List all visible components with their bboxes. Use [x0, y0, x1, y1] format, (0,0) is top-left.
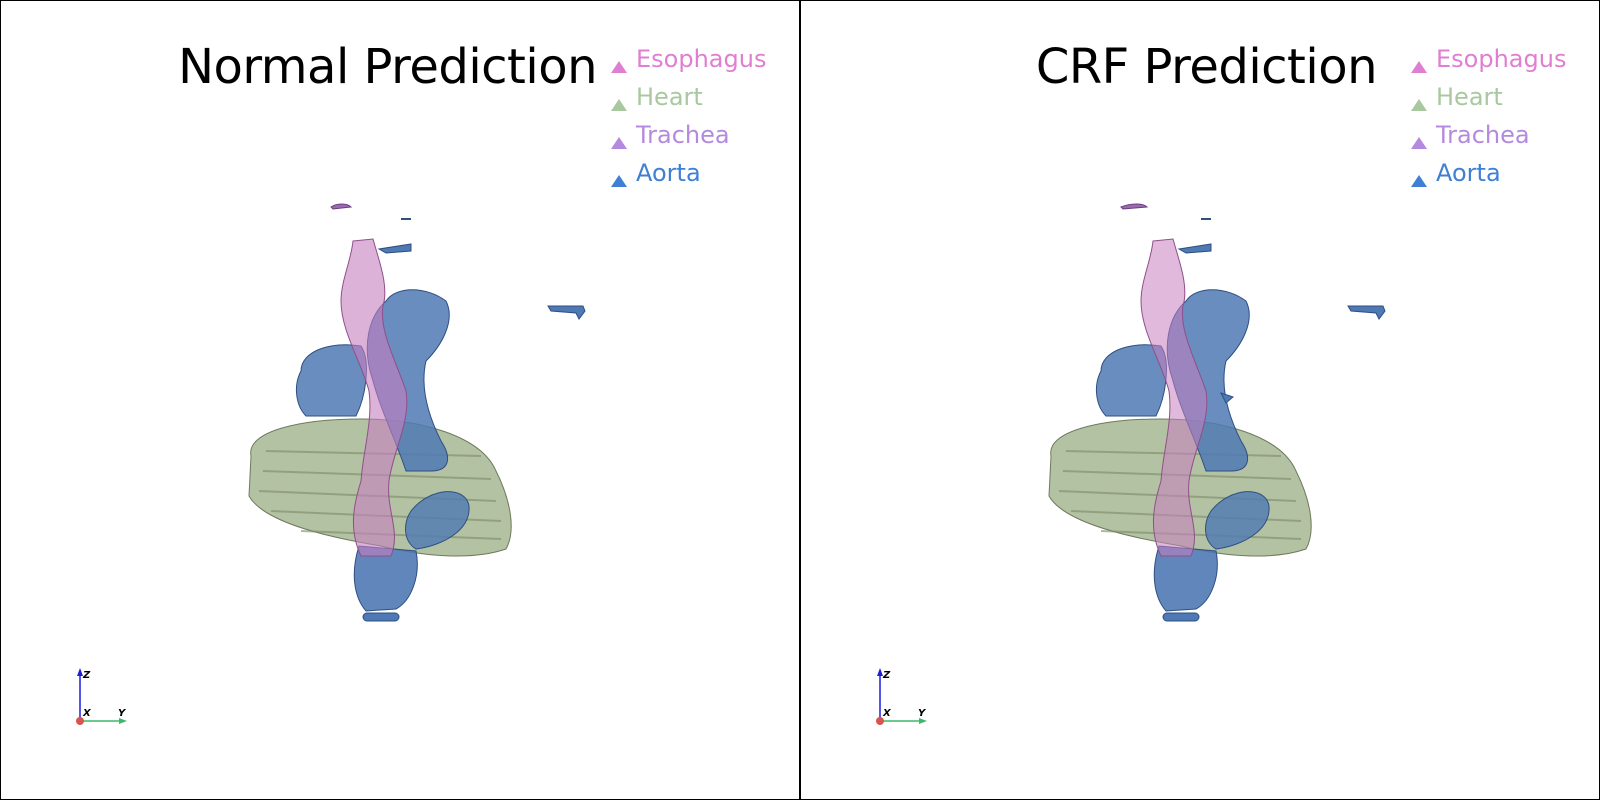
panel-divider	[799, 0, 801, 800]
viewport-crf-prediction[interactable]: CRF Prediction Esophagus Heart Trachea A…	[801, 1, 1599, 799]
axis-label-y: Y	[918, 708, 927, 719]
triangle-icon	[611, 137, 627, 149]
esophagus-mesh	[1140, 238, 1208, 557]
axis-label-x: X	[82, 708, 92, 719]
axis-label-x: X	[882, 708, 892, 719]
viewport-normal-prediction[interactable]: Normal Prediction Esophagus Heart Trache…	[1, 1, 799, 799]
legend-label: Heart	[636, 83, 703, 111]
aorta-mesh	[1095, 203, 1386, 622]
triangle-icon	[1411, 99, 1427, 111]
panel-title: CRF Prediction	[1035, 39, 1378, 95]
organ-render-scene[interactable]	[1, 1, 799, 799]
triangle-icon	[1411, 137, 1427, 149]
organ-render-scene[interactable]	[801, 1, 1599, 799]
legend-label: Aorta	[1436, 159, 1501, 187]
legend-label: Trachea	[636, 121, 730, 149]
triangle-icon	[611, 99, 627, 111]
legend-label: Heart	[1436, 83, 1503, 111]
esophagus-mesh	[340, 238, 408, 557]
axis-label-z: Z	[882, 670, 891, 681]
triangle-icon	[611, 61, 627, 73]
orientation-axes-widget: Z X Y	[76, 668, 127, 725]
axis-label-z: Z	[82, 670, 91, 681]
legend-label: Aorta	[636, 159, 701, 187]
legend-label: Esophagus	[636, 45, 767, 73]
panel-title: Normal Prediction	[178, 39, 597, 95]
aorta-mesh	[295, 203, 586, 622]
axis-label-y: Y	[118, 708, 127, 719]
legend-label: Trachea	[1436, 121, 1530, 149]
triangle-icon	[1411, 175, 1427, 187]
triangle-icon	[1411, 61, 1427, 73]
orientation-axes-widget: Z X Y	[876, 668, 927, 725]
triangle-icon	[611, 175, 627, 187]
legend-label: Esophagus	[1436, 45, 1567, 73]
